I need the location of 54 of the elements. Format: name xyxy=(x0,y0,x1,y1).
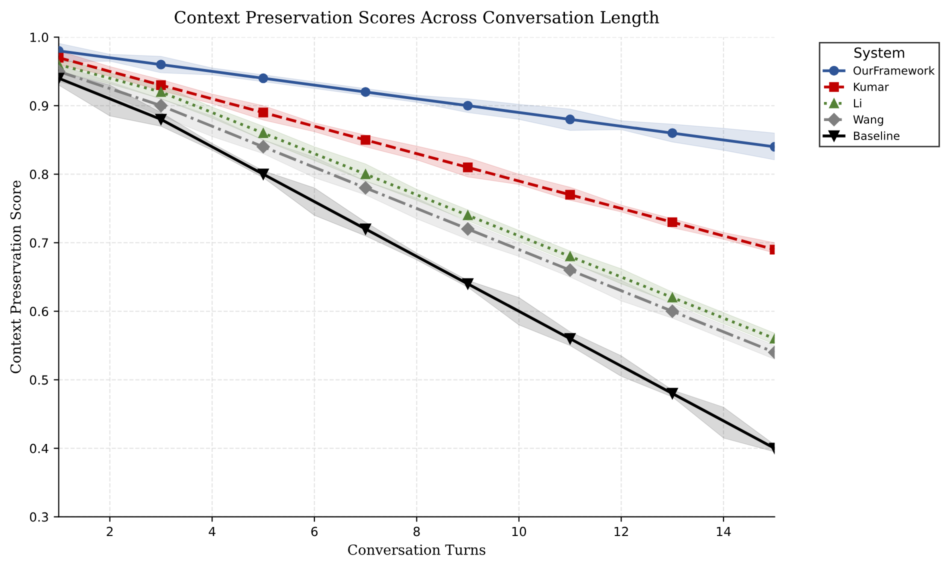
point xyxy=(461,222,474,236)
y-tick-label: 0.4 xyxy=(30,444,48,454)
point xyxy=(360,223,372,235)
legend-label: OurFramework xyxy=(854,66,935,75)
point xyxy=(358,181,372,194)
x-axis-title: Conversation Turns xyxy=(348,544,486,555)
point xyxy=(156,87,166,97)
legend-label: Kumar xyxy=(854,82,889,92)
x-tick-label: 10 xyxy=(512,526,526,536)
y-tick-label: 1.0 xyxy=(30,32,48,42)
point xyxy=(565,252,575,262)
x-tick-label: 2 xyxy=(106,526,113,536)
point xyxy=(360,135,370,145)
point xyxy=(564,264,577,277)
point xyxy=(360,87,370,97)
y-tick-label: 0.6 xyxy=(30,306,48,316)
point xyxy=(462,278,474,290)
point xyxy=(565,114,575,124)
point xyxy=(666,388,678,400)
point xyxy=(154,99,168,112)
point xyxy=(462,210,473,220)
point xyxy=(156,60,166,70)
point xyxy=(155,114,167,125)
point xyxy=(564,333,576,344)
point xyxy=(565,190,575,200)
x-tick-label: 14 xyxy=(716,526,731,536)
y-tick-label: 0.3 xyxy=(30,512,48,522)
point xyxy=(258,73,268,84)
y-tick-label: 0.8 xyxy=(30,170,48,180)
x-tick-label: 12 xyxy=(614,526,628,536)
x-tick-label: 4 xyxy=(208,526,216,536)
legend-label: Li xyxy=(854,98,862,108)
chart-title: Context Preservation Scores Across Conversation Length xyxy=(174,10,660,27)
point xyxy=(258,168,269,180)
legend-label: Baseline xyxy=(854,131,900,140)
point xyxy=(462,162,473,172)
point xyxy=(360,169,370,180)
point xyxy=(668,128,678,138)
y-axis-title: Context Preservation Score xyxy=(10,180,21,374)
point xyxy=(156,80,166,90)
point xyxy=(256,140,270,154)
x-tick-label: 6 xyxy=(311,526,318,536)
legend-title: System xyxy=(854,47,904,61)
legend-label: Wang xyxy=(853,115,884,126)
point xyxy=(258,128,268,138)
point xyxy=(668,292,678,302)
point xyxy=(258,108,268,118)
y-tick-label: 0.7 xyxy=(30,238,48,248)
y-tick-label: 0.5 xyxy=(30,375,48,385)
point xyxy=(462,100,473,111)
point xyxy=(666,304,679,318)
x-tick-label: 8 xyxy=(414,526,420,536)
point xyxy=(668,217,678,228)
y-tick-label: 0.9 xyxy=(30,101,48,111)
